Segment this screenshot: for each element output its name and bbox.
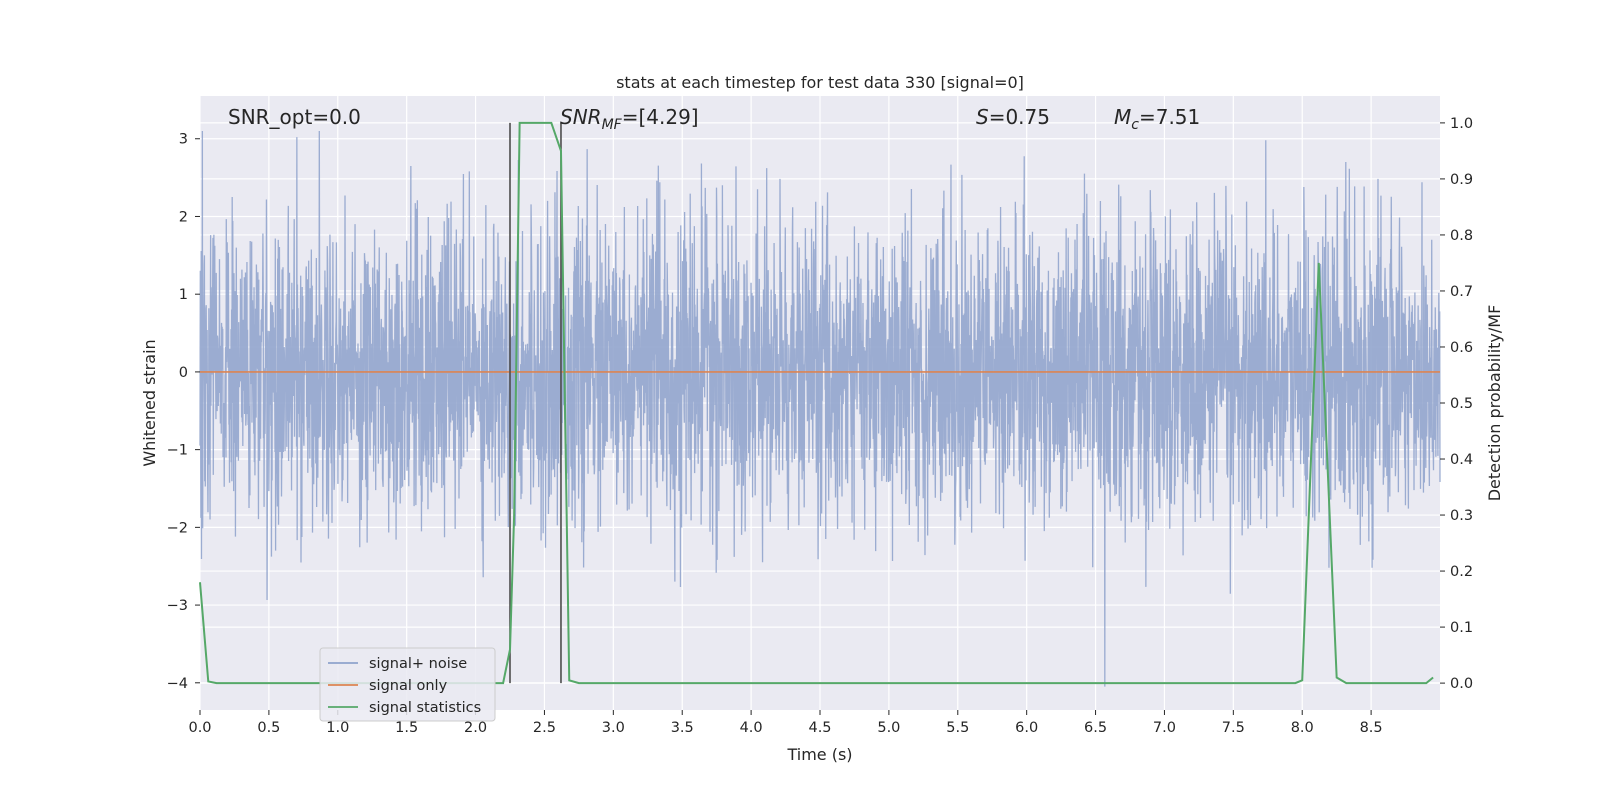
- y-left-tick-label-6: −3: [167, 598, 188, 614]
- x-tick-label-1: 0.5: [257, 720, 280, 736]
- y-left-axis-ticks: 3 2 1 0 −1 −2 −3 −4: [167, 132, 200, 692]
- x-tick-label-6: 3.0: [602, 720, 625, 736]
- y-left-tick-label-4: −1: [167, 443, 188, 459]
- y-right-tick-label-9: 0.1: [1450, 620, 1473, 636]
- mc-symbol: M: [1114, 105, 1131, 129]
- x-tick-label-13: 6.5: [1084, 720, 1107, 736]
- y-right-tick-label-2: 0.8: [1450, 228, 1473, 244]
- snr-mf-subscript: MF: [602, 117, 623, 133]
- y-left-tick-label-7: −4: [167, 676, 188, 692]
- x-tick-label-15: 7.5: [1222, 720, 1245, 736]
- x-tick-label-7: 3.5: [671, 720, 694, 736]
- x-tick-label-0: 0.0: [188, 720, 211, 736]
- y-left-tick-label-3: 0: [179, 365, 188, 381]
- x-tick-label-10: 5.0: [877, 720, 900, 736]
- y-left-tick-label-1: 2: [179, 209, 188, 225]
- signal-noise-line: [199, 130, 1441, 687]
- y-right-tick-label-5: 0.5: [1450, 396, 1473, 412]
- x-tick-label-4: 2.0: [464, 720, 487, 736]
- x-tick-label-14: 7.0: [1153, 720, 1176, 736]
- x-tick-label-12: 6.0: [1015, 720, 1038, 736]
- x-tick-label-5: 2.5: [533, 720, 556, 736]
- legend: signal+ noise signal only signal statist…: [319, 647, 496, 722]
- x-tick-label-17: 8.5: [1360, 720, 1383, 736]
- y-right-tick-label-0: 1.0: [1450, 116, 1473, 132]
- annotation-snr-opt: SNR_opt=0.0: [228, 105, 361, 129]
- y-left-tick-label-5: −2: [167, 520, 188, 536]
- y-left-tick-label-2: 1: [179, 287, 188, 303]
- snr-mf-symbol: SNR: [560, 105, 602, 129]
- x-tick-label-11: 5.5: [946, 720, 969, 736]
- x-tick-label-2: 1.0: [326, 720, 349, 736]
- y-left-axis-label: Whitened strain: [140, 339, 159, 466]
- annotation-s: S=0.75: [976, 105, 1050, 129]
- mc-subscript: c: [1131, 117, 1139, 133]
- mc-value: =7.51: [1139, 105, 1200, 129]
- x-tick-label-8: 4.0: [740, 720, 763, 736]
- legend-label-signal-statistics: signal statistics: [369, 700, 481, 716]
- y-right-axis-ticks: 1.0 0.9 0.8 0.7 0.6 0.5 0.4 0.3 0.2 0.1 0.0: [1440, 116, 1473, 692]
- y-right-tick-label-8: 0.2: [1450, 564, 1473, 580]
- y-right-tick-label-6: 0.4: [1450, 452, 1473, 468]
- y-right-axis-label: Detection probability/MF: [1485, 305, 1504, 502]
- detection-markers: [509, 122, 562, 684]
- y-left-tick-label-0: 3: [179, 132, 188, 148]
- legend-label-signal-noise: signal+ noise: [369, 656, 467, 672]
- y-right-tick-label-10: 0.0: [1450, 676, 1473, 692]
- y-right-tick-label-4: 0.6: [1450, 340, 1473, 356]
- series-signal-noise: [199, 130, 1441, 687]
- signal-statistics-line: [199, 121, 1434, 685]
- annotation-snr-mf: SNRMF=[4.29]: [560, 105, 699, 133]
- y-right-tick-label-3: 0.7: [1450, 284, 1473, 300]
- x-axis-label: Time (s): [786, 745, 852, 764]
- legend-box: [319, 647, 496, 722]
- annotation-mc: Mc=7.51: [1114, 105, 1200, 133]
- x-axis-ticks: 0.0 0.5 1.0 1.5 2.0 2.5 3.0 3.5 4.0 4.5 5.0 5.5 6.0 6…: [188, 710, 1383, 736]
- y-right-tick-label-1: 0.9: [1450, 172, 1473, 188]
- chart-title: stats at each timestep for test data 330…: [616, 73, 1024, 92]
- y-right-tick-label-7: 0.3: [1450, 508, 1473, 524]
- x-tick-label-9: 4.5: [808, 720, 831, 736]
- s-symbol: S: [976, 105, 989, 129]
- x-tick-label-3: 1.5: [395, 720, 418, 736]
- snr-mf-value: =[4.29]: [622, 105, 699, 129]
- series-signal-statistics: [199, 121, 1434, 685]
- s-value: =0.75: [989, 105, 1050, 129]
- x-tick-label-16: 8.0: [1291, 720, 1314, 736]
- legend-label-signal-only: signal only: [369, 678, 448, 694]
